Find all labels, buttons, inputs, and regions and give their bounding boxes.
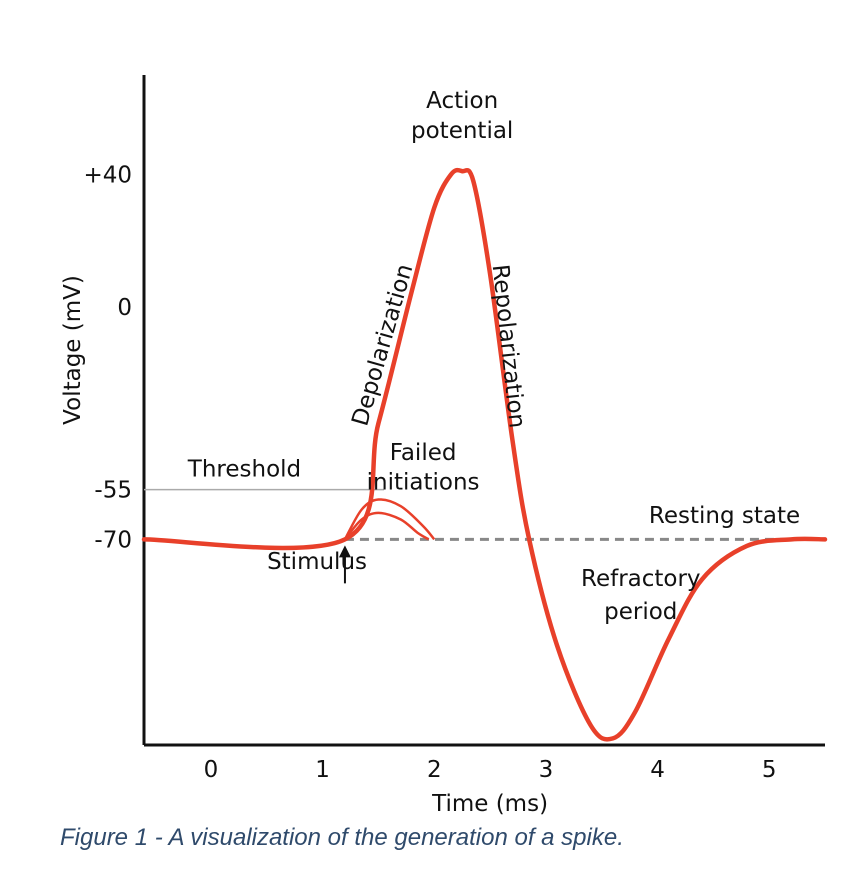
stimulus-arrow-head (338, 545, 351, 558)
figure-caption: Figure 1 - A visualization of the genera… (60, 824, 624, 851)
x-tick-label: 4 (650, 757, 665, 783)
reference-lines (144, 488, 792, 541)
annotation-initiations: initiations (367, 470, 480, 496)
annotation-period: period (604, 599, 677, 625)
x-axis-label: Time (ms) (431, 791, 548, 817)
y-tick-label: 0 (117, 295, 132, 321)
y-tick-label: +40 (83, 163, 132, 189)
action-potential-chart: 0 1 2 3 4 5+400-55-70 ActionpotentialDepolari… (60, 75, 828, 817)
annotation-repolarization: Repolarization (487, 263, 530, 429)
y-tick-label: -55 (94, 478, 132, 504)
annotation-threshold: Threshold (187, 456, 301, 482)
failed-initiation-curve-1 (343, 498, 436, 541)
x-tick-label: 3 (539, 757, 554, 783)
x-tick-label: 2 (427, 757, 442, 783)
action-potential-series-line (141, 167, 828, 742)
axes (142, 75, 825, 747)
annotation-resting-state: Resting state (649, 503, 800, 529)
annotation-failed: Failed (390, 440, 457, 466)
tick-labels: 0 1 2 3 4 5 +40 0 -55 -70 (83, 163, 776, 783)
curves (141, 167, 828, 742)
annotation-stimulus: Stimulus (267, 549, 367, 575)
annotation-action: Action (426, 88, 498, 114)
x-tick-label: 1 (315, 757, 330, 783)
x-tick-label: 5 (762, 757, 777, 783)
x-tick-label: 0 (204, 757, 219, 783)
failed-initiation-curve-2 (343, 511, 430, 541)
annotation-potential: potential (411, 118, 513, 144)
y-axis-label: Voltage (mV) (60, 275, 86, 425)
annotation-refractory: Refractory (581, 566, 701, 592)
y-tick-label: -70 (94, 527, 132, 553)
